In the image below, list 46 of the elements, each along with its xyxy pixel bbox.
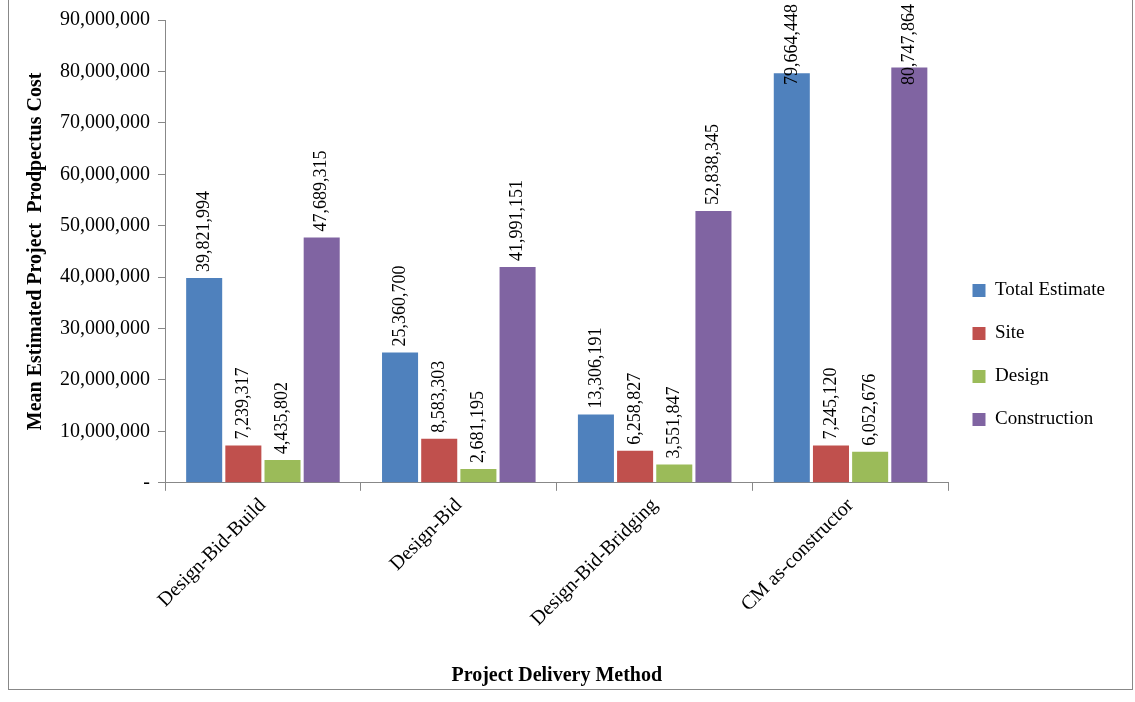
bar [695,211,732,483]
y-tick-label: 40,000,000 [60,264,150,287]
legend-label: Total Estimate [995,278,1106,300]
y-tick-label: 90,000,000 [60,7,150,30]
legend-label: Construction [995,407,1094,429]
data-label: 79,664,448 [780,4,801,85]
y-tick-label: 20,000,000 [60,367,150,390]
data-label: 7,245,120 [819,367,840,440]
y-tick-label: 70,000,000 [60,110,150,133]
y-tick-label: 50,000,000 [60,212,150,235]
y-tick-label: 60,000,000 [60,161,150,184]
bar [303,237,340,483]
bar [577,414,614,483]
data-label: 6,258,827 [623,372,644,445]
data-label: 80,747,864 [898,4,919,85]
data-label: 2,681,195 [467,391,488,464]
bar [421,438,458,483]
data-label: 4,435,802 [271,382,292,455]
data-label: 41,991,151 [506,179,527,261]
bar [264,460,301,483]
data-label: 6,052,676 [858,373,879,446]
x-axis-title: Project Delivery Method [451,663,663,687]
y-tick-label: - [143,470,150,493]
data-label: 8,583,303 [427,360,448,433]
data-label: 3,551,847 [663,386,684,459]
bar [460,469,497,483]
data-label: 7,239,317 [232,367,253,440]
y-tick-label: 10,000,000 [60,418,150,441]
bar [656,464,693,483]
bar [382,352,419,483]
legend-label: Site [995,321,1025,343]
data-label: 47,689,315 [310,150,331,232]
legend-label: Design [995,364,1050,386]
bar [499,266,536,483]
y-tick-label: 80,000,000 [60,58,150,81]
data-label: 39,821,994 [192,191,213,273]
bar [617,450,654,483]
data-label: 52,838,345 [702,124,723,206]
y-axis-title: Mean Estimated Project Prodpectus Cost [23,72,47,431]
bar [186,278,223,483]
y-tick-label: 30,000,000 [60,315,150,338]
data-label: 13,306,191 [584,327,605,409]
bar [812,445,849,483]
data-label: 25,360,700 [388,265,409,347]
bar [225,445,262,483]
bar [852,451,889,483]
